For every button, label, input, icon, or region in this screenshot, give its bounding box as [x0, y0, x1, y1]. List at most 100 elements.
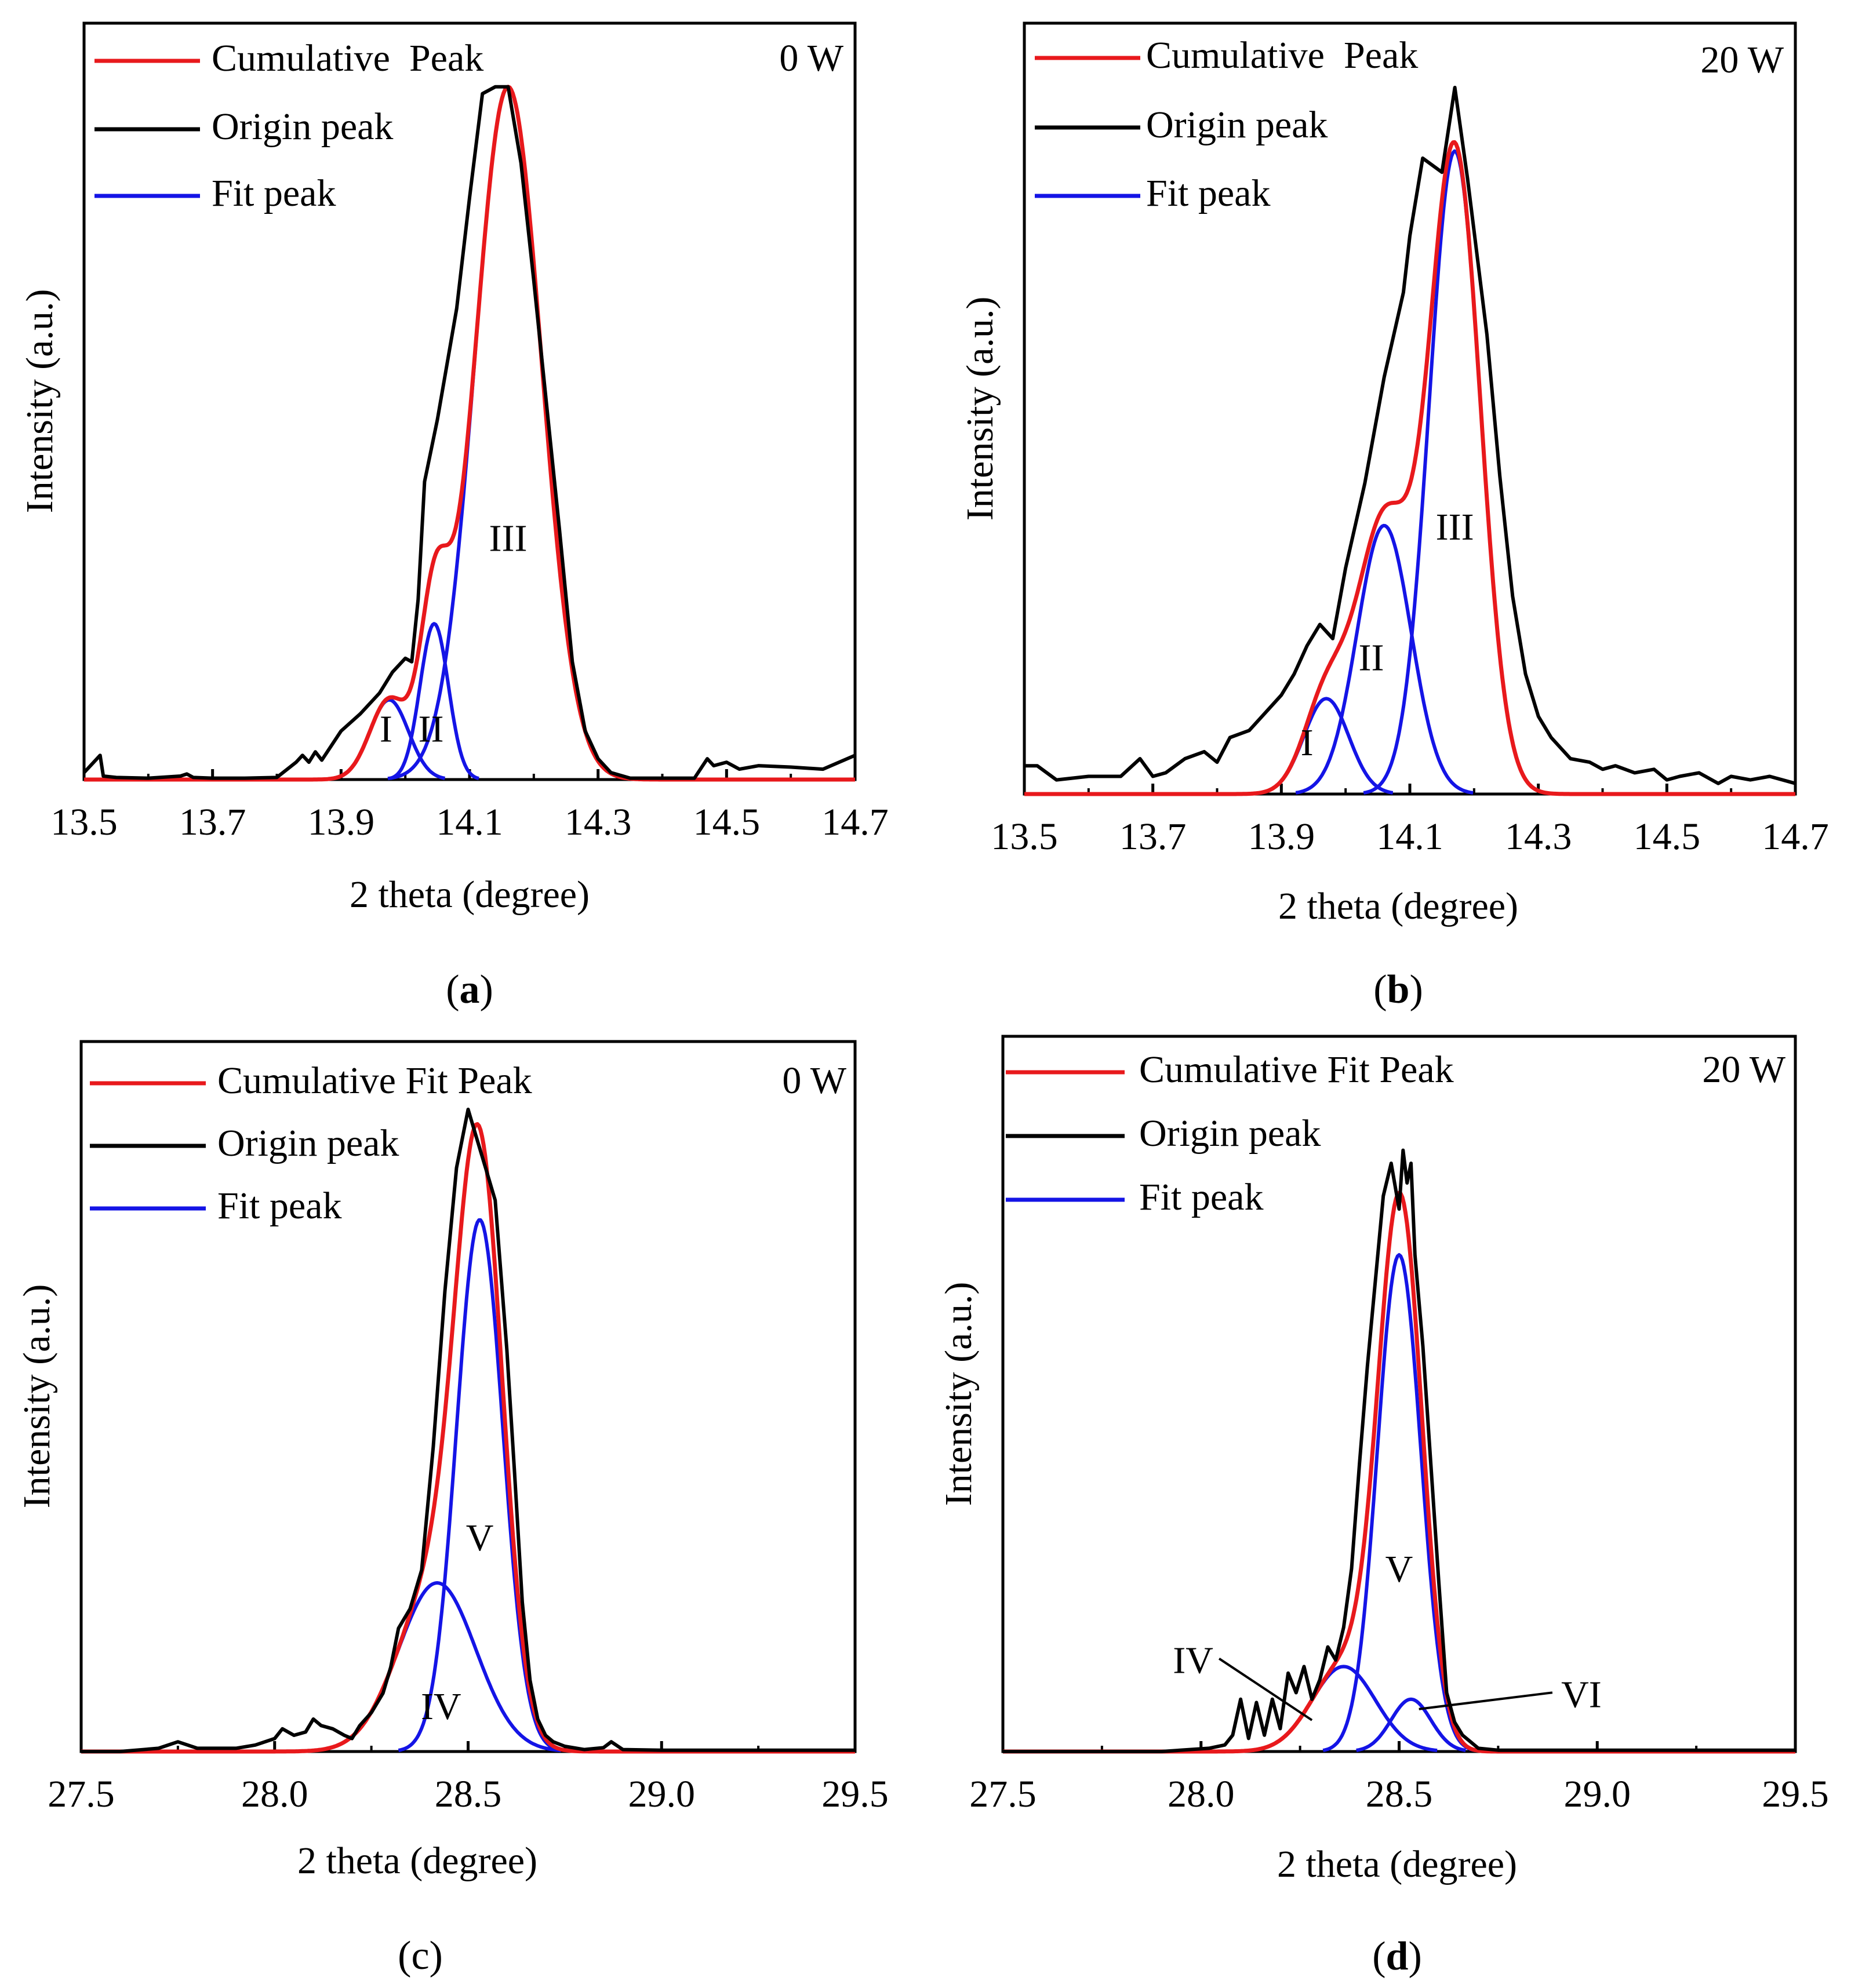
panel-d: 27.5 28.0 28.5 29.0 29.5 V IV VI Cumulative Fi…	[937, 1035, 1829, 1979]
peak-label-v: V	[1385, 1548, 1413, 1590]
legend-label-cumulative: Cumulative Fit Peak	[217, 1059, 532, 1102]
origin-peak-curve	[1003, 1148, 1795, 1753]
x-tick-label: 13.9	[1248, 815, 1315, 858]
fit-peak-i-curve	[1260, 697, 1394, 795]
peak-label-iii: III	[1436, 506, 1474, 548]
legend: Cumulative Fit Peak Origin peak Fit peak	[90, 1059, 532, 1227]
x-tick-label: 14.5	[1634, 815, 1701, 858]
fit-peak-iii-curve	[387, 85, 629, 781]
legend-label-origin: Origin peak	[212, 105, 393, 148]
fit-peak-v-curve	[398, 1218, 562, 1752]
x-tick-label: 13.9	[308, 801, 375, 843]
x-tick-label: 14.1	[1376, 815, 1443, 858]
origin-peak-curve	[1024, 86, 1796, 785]
peak-label-i: I	[1301, 722, 1314, 764]
origin-peak-curve	[81, 1108, 855, 1753]
fit-peak-ii-curve	[390, 622, 479, 781]
cumulative-peak-curve	[1002, 1190, 1796, 1754]
x-tick-label: 27.5	[969, 1773, 1037, 1815]
fit-peak-iv-curve	[1250, 1665, 1438, 1753]
panel-letter: a	[460, 967, 480, 1012]
cumulative-peak-curve	[81, 1122, 856, 1754]
y-axis-label: Intensity (a.u.)	[19, 289, 61, 514]
peak-label-vi: VI	[1561, 1673, 1602, 1716]
legend: Cumulative Fit Peak Origin peak Fit peak	[1006, 1048, 1454, 1218]
fit-peak-vi-curve	[1356, 1697, 1466, 1752]
x-tick-label: 28.5	[435, 1773, 502, 1815]
legend-label-origin: Origin peak	[1146, 104, 1328, 146]
legend-label-fit: Fit peak	[212, 172, 336, 214]
x-ticks: 13.5 13.7 13.9 14.1 14.3 14.5 14.7	[50, 769, 889, 843]
plot-frame	[1001, 1035, 1797, 1753]
peak-label-ii: II	[419, 708, 444, 750]
fit-peak-ii-curve	[1295, 523, 1474, 795]
peak-label-i: I	[380, 708, 392, 750]
legend-label-cumulative: Cumulative Fit Peak	[1139, 1048, 1454, 1091]
x-tick-label: 13.5	[991, 815, 1058, 858]
peak-labels: V IV	[421, 1517, 493, 1728]
curves	[81, 1108, 856, 1754]
x-ticks: 27.5 28.0 28.5 29.0 29.5	[969, 1741, 1829, 1815]
peak-label-iv: IV	[421, 1685, 461, 1728]
legend-label-cumulative: Cumulative Peak	[1146, 34, 1418, 77]
fit-peak-iii-curve	[1363, 149, 1546, 795]
y-axis-label: Intensity (a.u.)	[937, 1282, 980, 1506]
curves	[82, 85, 856, 782]
x-axis-label: 2 theta (degree)	[1277, 1843, 1517, 1885]
x-ticks: 13.5 13.7 13.9 14.1 14.3 14.5 14.7	[991, 784, 1829, 858]
x-tick-label: 14.7	[1762, 815, 1829, 858]
x-tick-label: 28.0	[1168, 1773, 1235, 1815]
x-tick-label: 14.1	[436, 801, 503, 843]
origin-peak-curve	[82, 85, 856, 780]
peak-label-iv: IV	[1173, 1640, 1213, 1682]
x-axis-label: 2 theta (degree)	[1278, 885, 1518, 927]
x-axis-label: 2 theta (degree)	[297, 1840, 537, 1882]
panel-label: (c)	[398, 1934, 443, 1978]
peak-label-iv-leader	[1218, 1658, 1313, 1721]
x-tick-label: 28.0	[241, 1773, 308, 1815]
legend-label-fit: Fit peak	[1146, 172, 1270, 214]
panel-label: (b)	[1373, 967, 1423, 1012]
cumulative-peak-curve	[1024, 140, 1796, 796]
power-label: 20 W	[1702, 1048, 1785, 1091]
curves	[1002, 1148, 1796, 1754]
legend: Cumulative Peak Origin peak Fit peak	[94, 37, 483, 214]
x-tick-label: 14.7	[821, 801, 889, 843]
x-tick-label: 13.5	[50, 801, 118, 843]
panel-label: (a)	[446, 967, 493, 1012]
y-axis-label: Intensity (a.u.)	[16, 1284, 58, 1509]
panel-c: 27.5 28.0 28.5 29.0 29.5 V IV Cumulative Fit …	[16, 1040, 889, 1978]
peak-label-ii: II	[1359, 637, 1384, 679]
panel-letter: b	[1387, 967, 1410, 1012]
panel-letter: c	[411, 1934, 429, 1978]
x-tick-label: 29.0	[628, 1773, 696, 1815]
legend-label-cumulative: Cumulative Peak	[212, 37, 483, 79]
x-tick-label: 27.5	[48, 1773, 115, 1815]
peak-labels: V IV VI	[1173, 1548, 1602, 1721]
panel-label: (d)	[1372, 1934, 1422, 1979]
x-tick-label: 29.5	[821, 1773, 889, 1815]
legend: Cumulative Peak Origin peak Fit peak	[1035, 34, 1418, 214]
y-axis-label: Intensity (a.u.)	[959, 297, 1001, 521]
curves	[1024, 86, 1796, 796]
legend-label-origin: Origin peak	[1139, 1112, 1321, 1155]
peak-label-iii: III	[489, 518, 528, 560]
plot-frame	[1023, 21, 1797, 796]
power-label: 0 W	[779, 37, 843, 79]
x-axis-label: 2 theta (degree)	[350, 873, 590, 916]
x-tick-label: 14.3	[1505, 815, 1572, 858]
x-ticks: 27.5 28.0 28.5 29.0 29.5	[48, 1741, 889, 1815]
legend-label-fit: Fit peak	[217, 1185, 341, 1227]
legend-label-origin: Origin peak	[217, 1122, 399, 1164]
power-label: 20 W	[1700, 39, 1784, 81]
x-tick-label: 14.3	[565, 801, 632, 843]
x-tick-label: 29.0	[1564, 1773, 1631, 1815]
x-tick-label: 13.7	[179, 801, 246, 843]
power-label: 0 W	[782, 1059, 846, 1102]
x-tick-label: 28.5	[1366, 1773, 1433, 1815]
fit-peak-v-curve	[1322, 1253, 1476, 1753]
